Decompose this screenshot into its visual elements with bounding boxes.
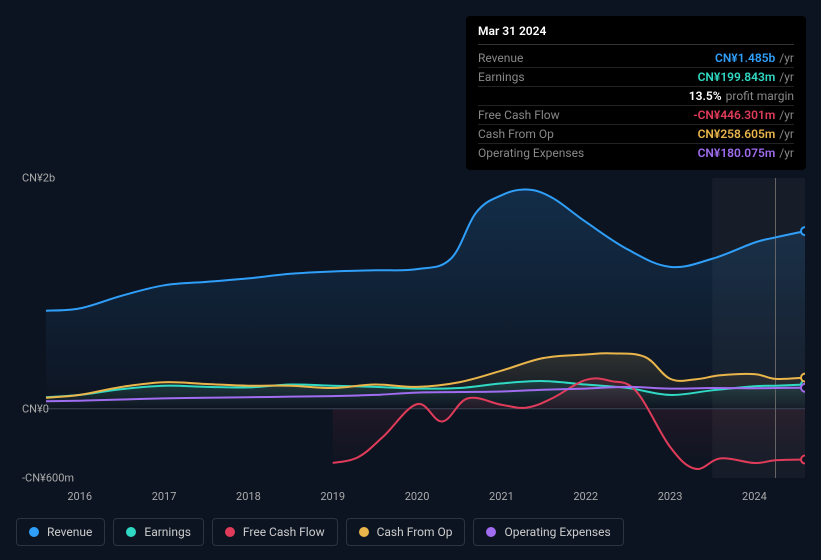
tooltip-row-label: Earnings: [478, 70, 525, 84]
legend-item-revenue[interactable]: Revenue: [16, 518, 105, 546]
y-axis-label: CN¥0: [22, 402, 49, 415]
legend-dot-icon: [486, 527, 496, 537]
legend-dot-icon: [29, 527, 39, 537]
tooltip-row: Operating Expenses CN¥180.075m/yr: [478, 144, 794, 162]
x-axis-label: 2022: [573, 490, 598, 503]
x-axis-label: 2020: [405, 490, 430, 503]
x-axis: 2016 2017 2018 2019 2020 2021 2022 2023 2024: [16, 483, 805, 503]
legend-label: Earnings: [144, 525, 191, 539]
legend-item-earnings[interactable]: Earnings: [113, 518, 204, 546]
legend-dot-icon: [126, 527, 136, 537]
tooltip-row-label: Cash From Op: [478, 127, 554, 141]
legend-dot-icon: [225, 527, 235, 537]
x-axis-label: 2018: [236, 490, 261, 503]
legend-label: Free Cash Flow: [243, 525, 325, 539]
legend-label: Operating Expenses: [504, 525, 610, 539]
tooltip-row: Revenue CN¥1.485b/yr: [478, 49, 794, 68]
legend-item-opex[interactable]: Operating Expenses: [473, 518, 623, 546]
chart-tooltip: Mar 31 2024 Revenue CN¥1.485b/yr Earnings C…: [466, 16, 806, 170]
legend-label: Revenue: [47, 525, 92, 539]
y-axis-label: CN¥2b: [22, 172, 55, 185]
tooltip-row-value: CN¥199.843m/yr: [698, 70, 794, 84]
tooltip-row: Cash From Op CN¥258.605m/yr: [478, 125, 794, 144]
tooltip-row-value: -CN¥446.301m/yr: [693, 108, 794, 122]
tooltip-row-label: Free Cash Flow: [478, 108, 560, 122]
x-axis-label: 2021: [489, 490, 514, 503]
x-axis-label: 2016: [67, 490, 92, 503]
tooltip-row: Free Cash Flow -CN¥446.301m/yr: [478, 106, 794, 125]
tooltip-row-value: CN¥180.075m/yr: [698, 146, 794, 160]
tooltip-row-label: Operating Expenses: [478, 146, 584, 160]
x-axis-label: 2017: [152, 490, 177, 503]
x-axis-label: 2023: [658, 490, 683, 503]
legend-item-fcf[interactable]: Free Cash Flow: [212, 518, 338, 546]
legend-item-cfo[interactable]: Cash From Op: [346, 518, 466, 546]
tooltip-row-value: CN¥1.485b/yr: [715, 51, 794, 65]
x-axis-label: 2019: [320, 490, 345, 503]
chart-legend: Revenue Earnings Free Cash Flow Cash From O…: [16, 518, 624, 546]
tooltip-row-value: CN¥258.605m/yr: [698, 127, 794, 141]
tooltip-row-value: 13.5%profit margin: [689, 89, 794, 103]
chart-svg: [16, 160, 805, 480]
tooltip-row: 13.5%profit margin: [478, 87, 794, 106]
tooltip-date: Mar 31 2024: [478, 24, 794, 45]
legend-label: Cash From Op: [377, 525, 453, 539]
x-axis-label: 2024: [742, 490, 767, 503]
chart-area[interactable]: CN¥2bCN¥0-CN¥600m: [16, 160, 805, 480]
legend-dot-icon: [359, 527, 369, 537]
tooltip-row: Earnings CN¥199.843m/yr: [478, 68, 794, 87]
tooltip-row-label: Revenue: [478, 51, 523, 65]
